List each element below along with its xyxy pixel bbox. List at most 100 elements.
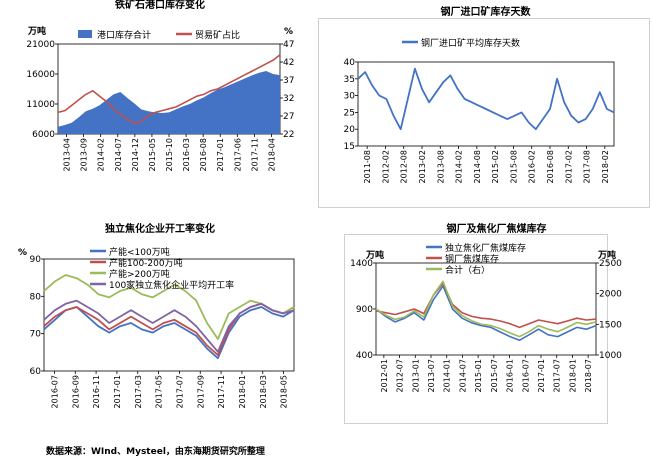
chart-title: 铁矿石港口库存变化 xyxy=(115,0,205,11)
chart-svg-c3: 90 80 70 60% 2016-07 2016-09 2016-11 2017-01 201… xyxy=(18,246,295,408)
plot-area xyxy=(375,262,597,356)
chart-title: 独立焦化企业开工率变化 xyxy=(105,224,215,235)
y2-tick-label: 22 xyxy=(283,130,294,140)
y-tick-label: 20 xyxy=(344,125,356,135)
x-tick-label: 2017-09 xyxy=(196,375,205,408)
x-tick-label: 2018-04 xyxy=(267,138,276,171)
chart-svg-c4: 1400 900 400 2500 2000 1500 1000 万吨 万吨 2012-01 201… xyxy=(350,242,622,392)
x-tick-label: 2017-01 xyxy=(113,375,122,408)
y-tick-label: 25 xyxy=(344,108,355,118)
x-tick-label: 2013-08 xyxy=(436,150,445,183)
x-tick-label: 2014-02 xyxy=(97,138,106,171)
x-tick-label: 2014-08 xyxy=(473,150,482,183)
chart-svg-c2: 40 35 30 25 20 15 2011-08 2012-02 2012-08 2013-02… xyxy=(344,37,615,183)
x-tick-label: 2017-11 xyxy=(217,375,226,408)
x-tick-label: 2016-08 xyxy=(199,138,208,171)
chart-svg-c1: 21000 16000 11000 6000 47 42 37 32 27 22 万吨 % 2013-0… xyxy=(26,25,294,171)
x-tick-label: 2017-01 xyxy=(537,359,546,392)
x-tick-label: 2015-01 xyxy=(474,359,483,392)
series-line-3 xyxy=(43,299,295,353)
y-tick-label: 6000 xyxy=(32,130,55,140)
y2-tick-label: 37 xyxy=(283,76,294,86)
x-tick-label: 2018-02 xyxy=(601,150,610,183)
x-tick-label: 2016-01 xyxy=(506,359,515,392)
y2-tick-label: 32 xyxy=(283,94,294,104)
left-unit-label: % xyxy=(18,248,27,258)
legend-label: 钢厂焦煤库存 xyxy=(445,253,499,265)
x-tick-label: 2017-05 xyxy=(155,375,164,408)
left-unit-label: 万吨 xyxy=(27,25,46,37)
x-tick-label: 2013-07 xyxy=(427,359,436,392)
y2-tick-label: 2500 xyxy=(599,259,622,269)
x-tick-label: 2014-12 xyxy=(131,138,140,171)
series-line-0 xyxy=(375,285,597,342)
y-tick-label: 400 xyxy=(356,351,373,361)
legend-swatch xyxy=(78,30,92,38)
chart-panel-steel-mill-ore-days: 钢厂进口矿库存天数 40 35 30 25 20 15 2011-08 2012-02 2012… xyxy=(318,0,653,210)
x-tick-label: 2017-08 xyxy=(583,150,592,183)
legend-label: 独立焦化厂焦煤库存 xyxy=(445,242,526,254)
x-tick-label: 2013-04 xyxy=(63,138,72,171)
x-tick-label: 2012-07 xyxy=(396,359,405,392)
chart-panel-iron-ore-port-inventory: 铁矿石港口库存变化 21000 16000 11000 6000 47 42 37 32 27 2… xyxy=(0,0,320,205)
y-tick-label: 60 xyxy=(30,367,42,377)
y-tick-label: 30 xyxy=(344,92,356,102)
legend-label: 钢厂进口矿平均库存天数 xyxy=(421,37,520,49)
left-unit-label: 万吨 xyxy=(365,249,384,261)
chart-title: 钢厂及焦化厂焦煤库存 xyxy=(446,224,547,235)
legend-label: 产能>200万吨 xyxy=(109,268,170,280)
y-tick-label: 90 xyxy=(30,255,42,265)
x-tick-label: 2016-07 xyxy=(521,359,530,392)
right-unit-label: 万吨 xyxy=(597,249,616,261)
series-area-0 xyxy=(58,71,280,134)
x-tick-label: 2013-01 xyxy=(411,359,420,392)
chart-title: 钢厂进口矿库存天数 xyxy=(440,7,531,18)
series-line-2 xyxy=(43,274,295,340)
x-tick-label: 2016-11 xyxy=(92,375,101,408)
x-tick-label: 2015-07 xyxy=(490,359,499,392)
x-tick-label: 2017-06 xyxy=(233,138,242,171)
x-tick-label: 2016-07 xyxy=(50,375,59,408)
legend-label: 合计（右） xyxy=(445,264,490,276)
x-tick-label: 2017-02 xyxy=(564,150,573,183)
y-tick-label: 40 xyxy=(344,58,356,68)
y-tick-label: 900 xyxy=(356,305,373,315)
y-tick-label: 70 xyxy=(30,330,42,340)
x-tick-label: 2015-08 xyxy=(509,150,518,183)
plot-area xyxy=(357,61,615,147)
series-line-1 xyxy=(57,54,281,124)
y-tick-label: 35 xyxy=(344,75,355,85)
series-line-0 xyxy=(357,67,615,131)
x-tick-label: 2018-07 xyxy=(584,359,593,392)
x-tick-label: 2017-07 xyxy=(175,375,184,408)
legend-label: 产能<100万吨 xyxy=(109,246,170,258)
y-tick-label: 11000 xyxy=(26,100,55,110)
x-tick-label: 2017-01 xyxy=(216,138,225,171)
x-tick-label: 2012-02 xyxy=(381,150,390,183)
x-tick-label: 2016-03 xyxy=(182,138,191,171)
legend-label: 贸易矿占比 xyxy=(195,29,240,41)
source-note: 数据来源：WInd、Mysteel，由东海期货研究所整理 xyxy=(46,447,265,457)
series-line-0 xyxy=(43,306,295,360)
legend-label: 100家独立焦化企业平均开工率 xyxy=(109,279,234,291)
x-tick-label: 2017-11 xyxy=(250,138,259,171)
x-tick-label: 2017-07 xyxy=(553,359,562,392)
x-tick-label: 2012-01 xyxy=(380,359,389,392)
x-tick-label: 2018-01 xyxy=(238,375,247,408)
x-tick-label: 2016-09 xyxy=(71,375,80,408)
x-tick-label: 2015-10 xyxy=(165,138,174,171)
series-line-2 xyxy=(375,280,597,338)
right-unit-label: % xyxy=(284,27,293,37)
x-tick-label: 2015-05 xyxy=(148,138,157,171)
x-tick-label: 2013-02 xyxy=(418,150,427,183)
plot-area xyxy=(43,258,295,372)
x-tick-label: 2014-07 xyxy=(114,138,123,171)
x-tick-label: 2012-08 xyxy=(400,150,409,183)
y2-tick-label: 27 xyxy=(283,112,294,122)
x-tick-label: 2013-09 xyxy=(80,138,89,171)
y-tick-label: 16000 xyxy=(26,70,55,80)
y-tick-label: 1400 xyxy=(350,259,373,269)
x-tick-label: 2016-02 xyxy=(528,150,537,183)
chart-panel-coking-coal-inventory: 钢厂及焦化厂焦煤库存 1400 900 400 2500 2000 1500 1000 万吨 万… xyxy=(340,218,653,424)
x-tick-label: 2014-01 xyxy=(443,359,452,392)
